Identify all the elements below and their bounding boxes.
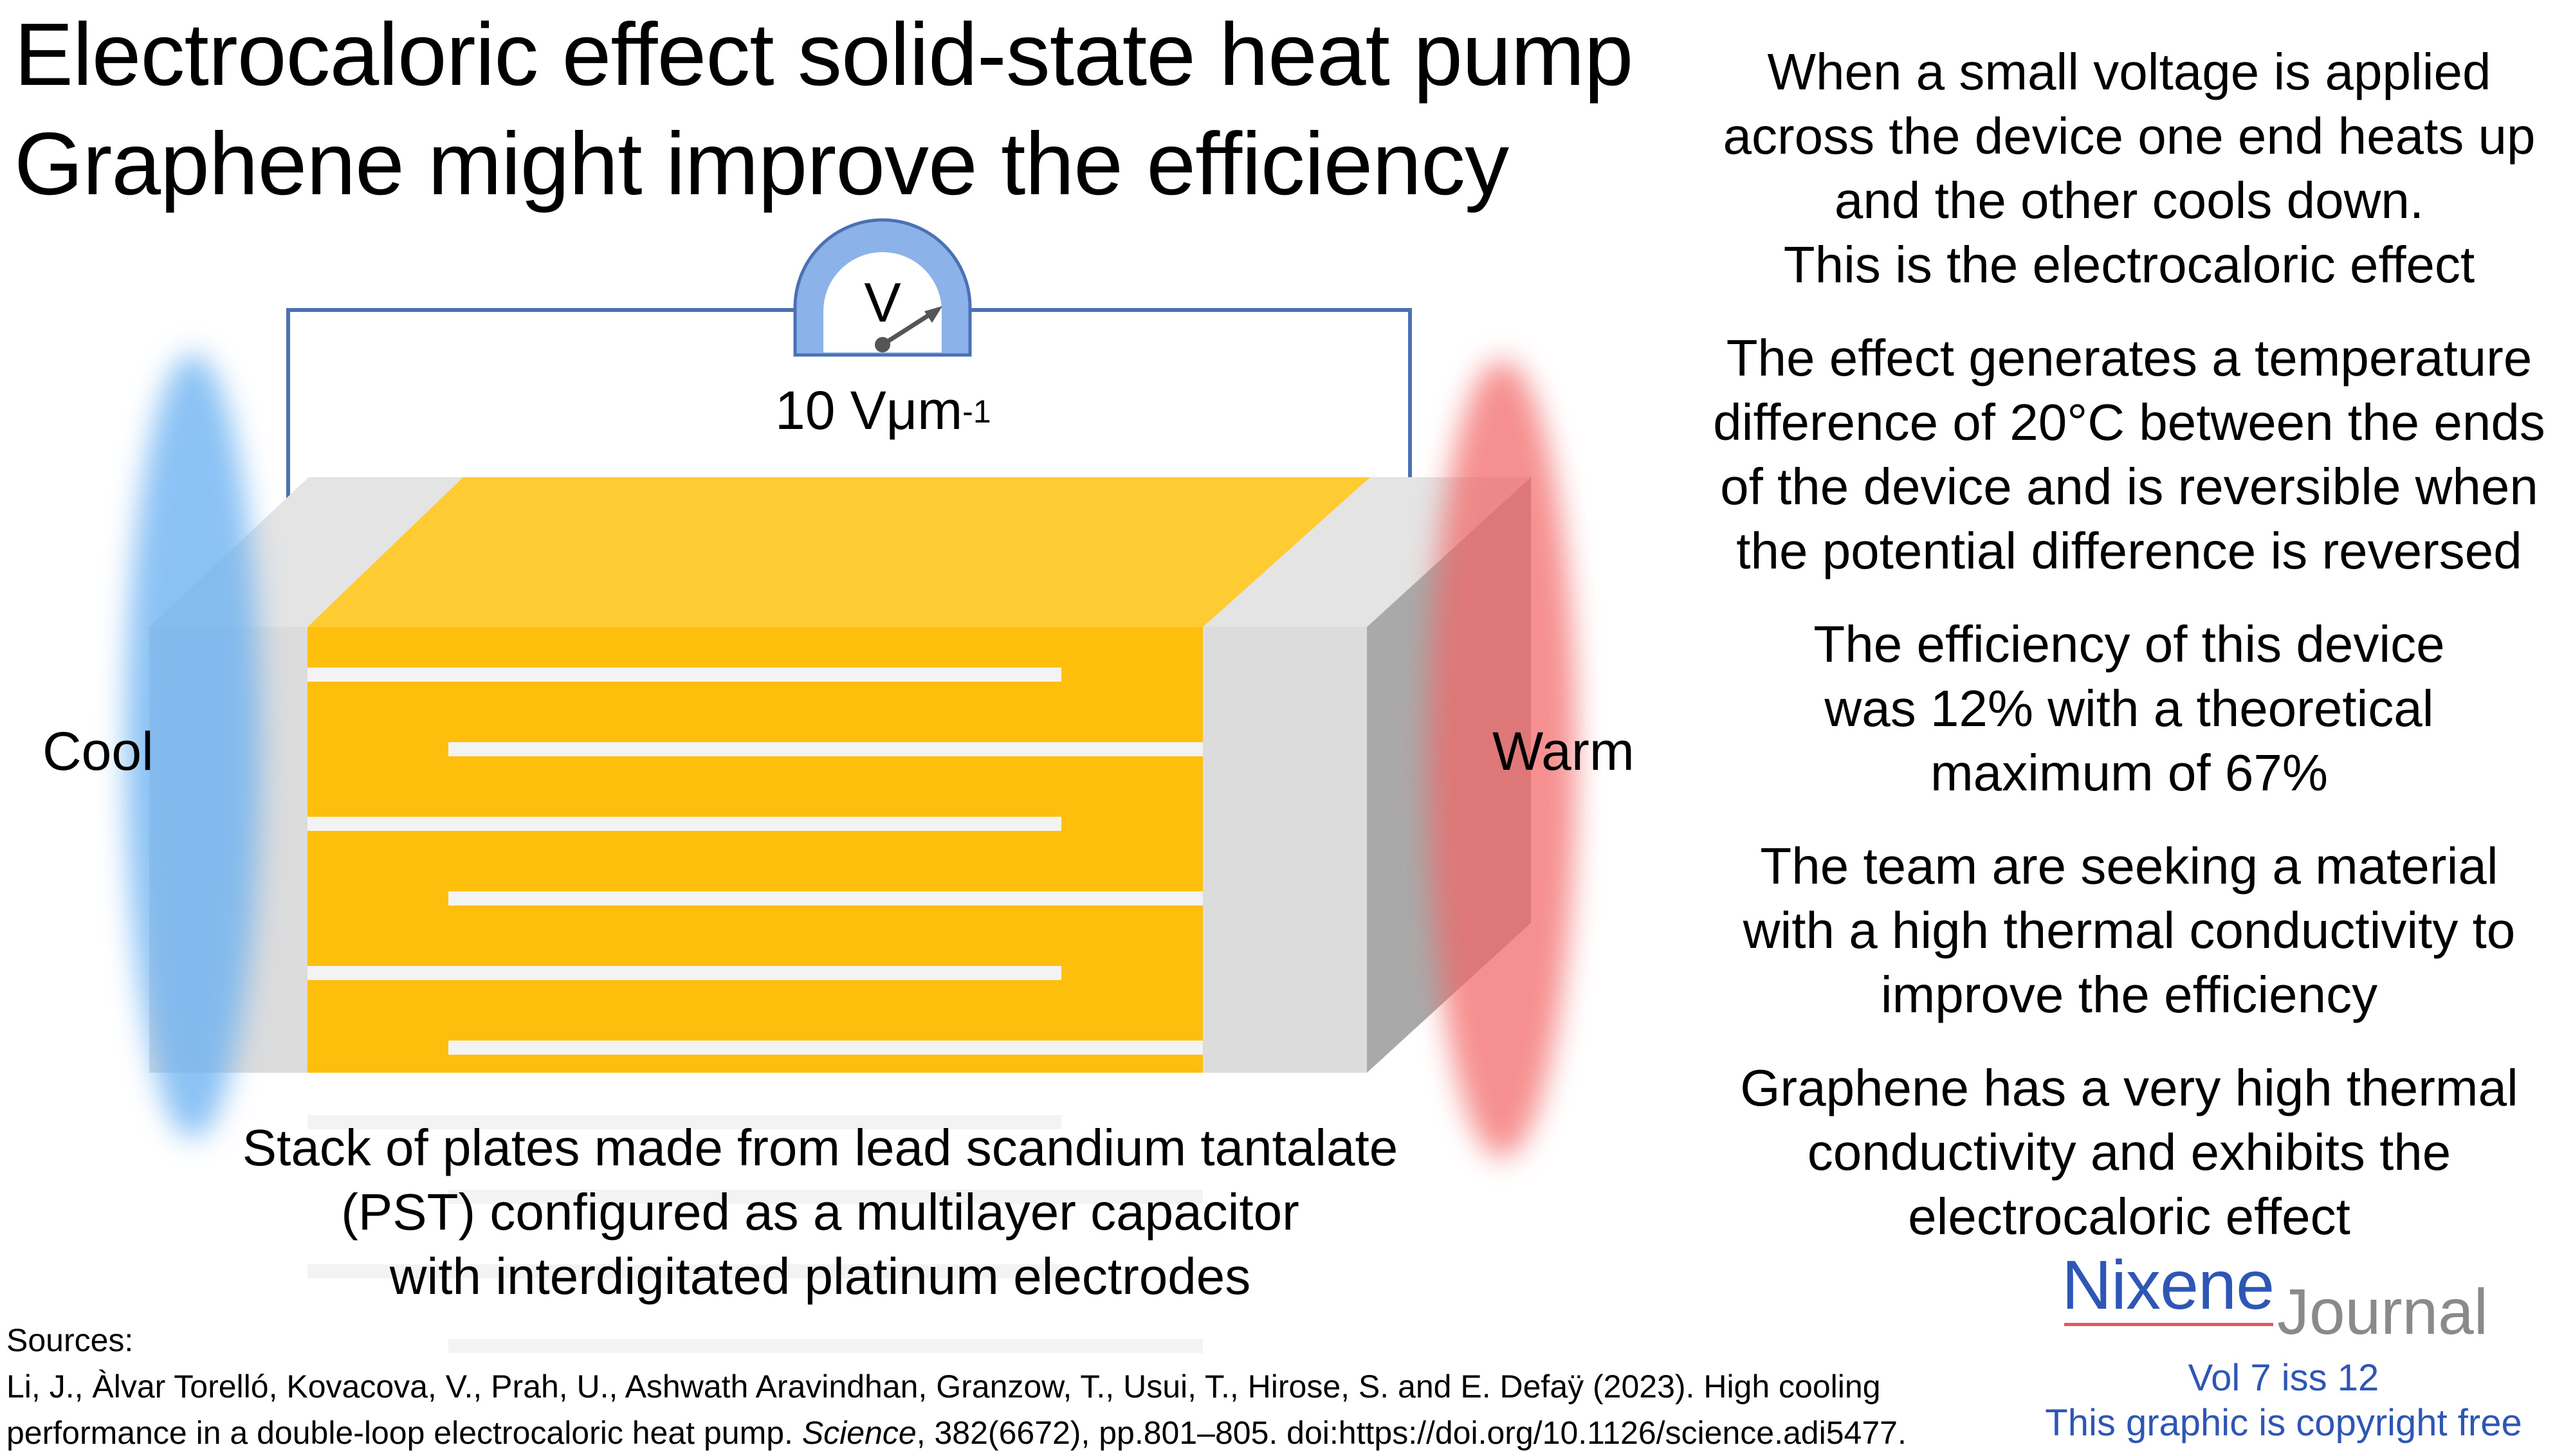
paragraph-line: When a small voltage is applied [1767, 43, 2491, 100]
paragraph-line: The team are seeking a material [1760, 837, 2498, 895]
paragraph-line: difference of 20°C between the ends [1713, 394, 2545, 451]
title-line-2: Graphene might improve the efficiency [14, 114, 1509, 214]
paragraph-line: conductivity and exhibits the [1807, 1124, 2451, 1181]
paragraph-line: electrocaloric effect [1908, 1188, 2350, 1245]
caption-line: with interdigitated platinum electrodes [389, 1248, 1251, 1305]
sources-line-2: performance in a double-loop electrocalo… [6, 1410, 1907, 1456]
plate-stack-front [307, 627, 1203, 1073]
paragraph-line: was 12% with a theoretical [1824, 680, 2434, 737]
sources-block: Sources: Li, J., Àlvar Torelló, Kovacova… [6, 1317, 1907, 1456]
paragraph-line: maximum of 67% [1930, 744, 2328, 801]
copyright-notice: This graphic is copyright free [2045, 1402, 2522, 1444]
caption-line: (PST) configured as a multilayer capacit… [341, 1183, 1299, 1241]
paragraph-line: Graphene has a very high thermal [1740, 1059, 2518, 1116]
electrode-plates [307, 668, 1203, 1353]
left-electrode-plate [307, 1264, 1061, 1279]
explanation-column: When a small voltage is applied across t… [1672, 40, 2573, 1278]
field-strength-exponent: -1 [962, 394, 991, 430]
paragraph-line: and the other cools down. [1834, 172, 2424, 229]
nixene-journal-logo: Nixene Journal [2062, 1244, 2525, 1354]
paragraph-line: of the device and is reversible when [1720, 458, 2538, 515]
right-electrode-plate [448, 1190, 1203, 1204]
sources-line-2-end: , 382(6672), pp.801–805. doi:https://doi… [916, 1415, 1907, 1451]
paragraph-line: with a high thermal conductivity to [1743, 902, 2516, 959]
explanation-paragraph-4: The team are seeking a material with a h… [1672, 834, 2573, 1027]
sources-journal-name: Science [801, 1415, 917, 1451]
field-strength-label: 10 Vμm-1 [775, 379, 991, 442]
title-line-1: Electrocaloric effect solid-state heat p… [14, 5, 1633, 104]
sources-heading: Sources: [6, 1322, 134, 1358]
paragraph-line: The effect generates a temperature [1726, 329, 2532, 387]
right-electrode-plate [448, 742, 1203, 756]
logo-underline [2064, 1323, 2273, 1326]
left-electrode-plate [307, 1115, 1061, 1129]
diagram-caption: Stack of plates made from lead scandium … [129, 1116, 1512, 1309]
plate-stack-top [307, 477, 1370, 627]
explanation-paragraph-5: Graphene has a very high thermal conduct… [1672, 1056, 2573, 1249]
volume-issue: Vol 7 iss 12 [2188, 1357, 2379, 1399]
warm-label: Warm [1492, 721, 1634, 781]
cool-label: Cool [42, 721, 154, 781]
explanation-paragraph-2: The effect generates a temperature diffe… [1672, 326, 2573, 583]
left-electrode-plate [307, 966, 1061, 980]
left-electrode-plate [307, 668, 1061, 682]
paragraph-line: across the device one end heats up [1723, 107, 2536, 165]
paragraph-line: improve the efficiency [1880, 966, 2378, 1023]
sources-line-1: Li, J., Àlvar Torelló, Kovacova, V., Pra… [6, 1369, 1881, 1405]
left-electrode-plate [307, 817, 1061, 831]
paragraph-line: the potential difference is reversed [1736, 522, 2522, 579]
sources-line-2-start: performance in a double-loop electrocalo… [6, 1415, 802, 1451]
logo-nixene-text: Nixene [2062, 1246, 2275, 1324]
right-electrode-plate [448, 1041, 1203, 1055]
explanation-paragraph-3: The efficiency of this device was 12% wi… [1672, 612, 2573, 805]
field-strength-value: 10 Vμm [775, 380, 963, 441]
circuit-wire [286, 308, 1412, 543]
explanation-paragraph-1: When a small voltage is applied across t… [1672, 40, 2573, 297]
voltmeter-symbol: V [864, 272, 901, 334]
cool-glow [125, 354, 261, 1138]
caption-line: Stack of plates made from lead scandium … [242, 1119, 1398, 1176]
right-electrode-plate [448, 1339, 1203, 1353]
paragraph-line: This is the electrocaloric effect [1783, 236, 2475, 293]
paragraph-line: The efficiency of this device [1813, 615, 2445, 673]
voltmeter-icon: V [793, 218, 972, 357]
warm-glow [1428, 360, 1576, 1158]
logo-journal-text: Journal [2277, 1276, 2488, 1348]
right-end-cap-front [1203, 627, 1367, 1073]
right-electrode-plate [448, 891, 1203, 905]
